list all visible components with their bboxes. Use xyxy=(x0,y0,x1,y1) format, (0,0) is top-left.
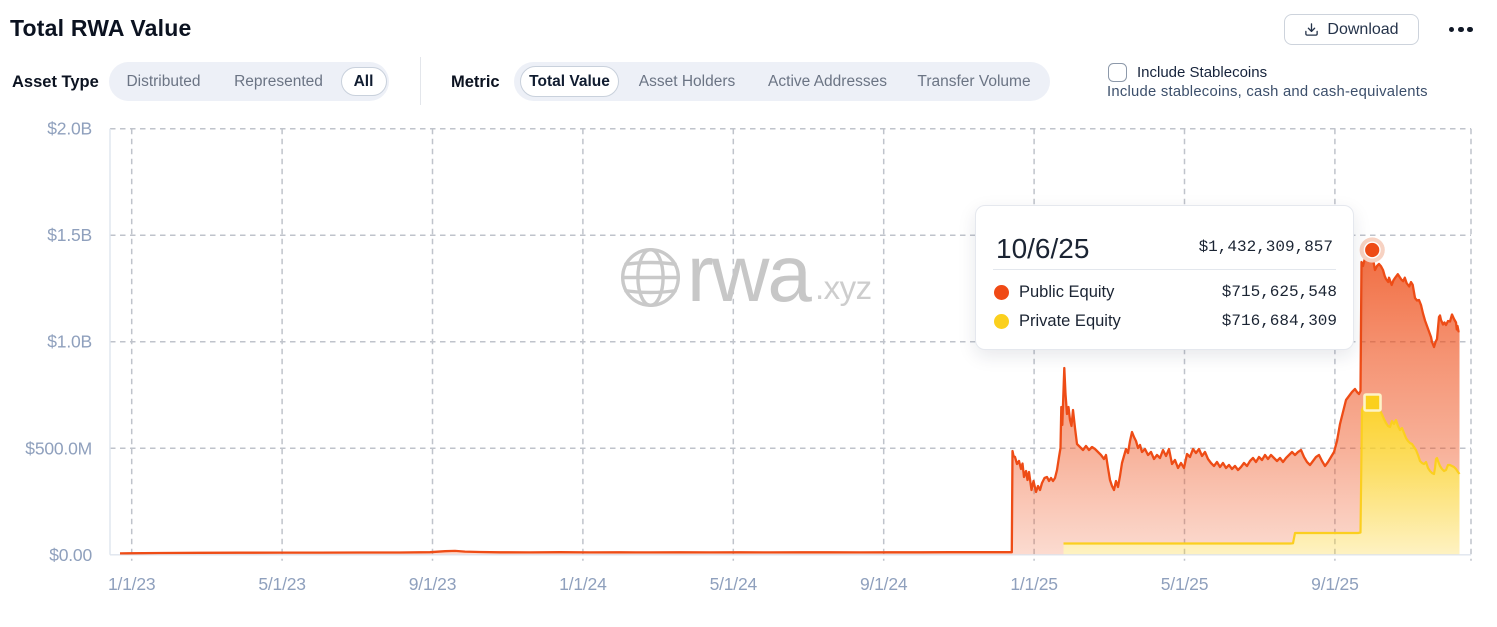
svg-text:$500.0M: $500.0M xyxy=(25,438,92,458)
svg-text:5/1/25: 5/1/25 xyxy=(1161,574,1208,594)
svg-text:1/1/23: 1/1/23 xyxy=(108,574,155,594)
svg-text:5/1/23: 5/1/23 xyxy=(258,574,305,594)
svg-text:9/1/25: 9/1/25 xyxy=(1311,574,1358,594)
svg-text:$1.0B: $1.0B xyxy=(47,332,92,352)
svg-text:1/1/24: 1/1/24 xyxy=(559,574,607,594)
svg-text:rwa: rwa xyxy=(687,229,812,318)
svg-text:$2.0B: $2.0B xyxy=(47,119,92,139)
svg-text:1/1/25: 1/1/25 xyxy=(1010,574,1057,594)
svg-text:.xyz: .xyz xyxy=(815,269,872,306)
svg-text:9/1/23: 9/1/23 xyxy=(409,574,456,594)
svg-text:9/1/24: 9/1/24 xyxy=(860,574,908,594)
svg-text:$0.00: $0.00 xyxy=(49,545,92,565)
svg-text:5/1/24: 5/1/24 xyxy=(710,574,758,594)
svg-text:$1.5B: $1.5B xyxy=(47,225,92,245)
